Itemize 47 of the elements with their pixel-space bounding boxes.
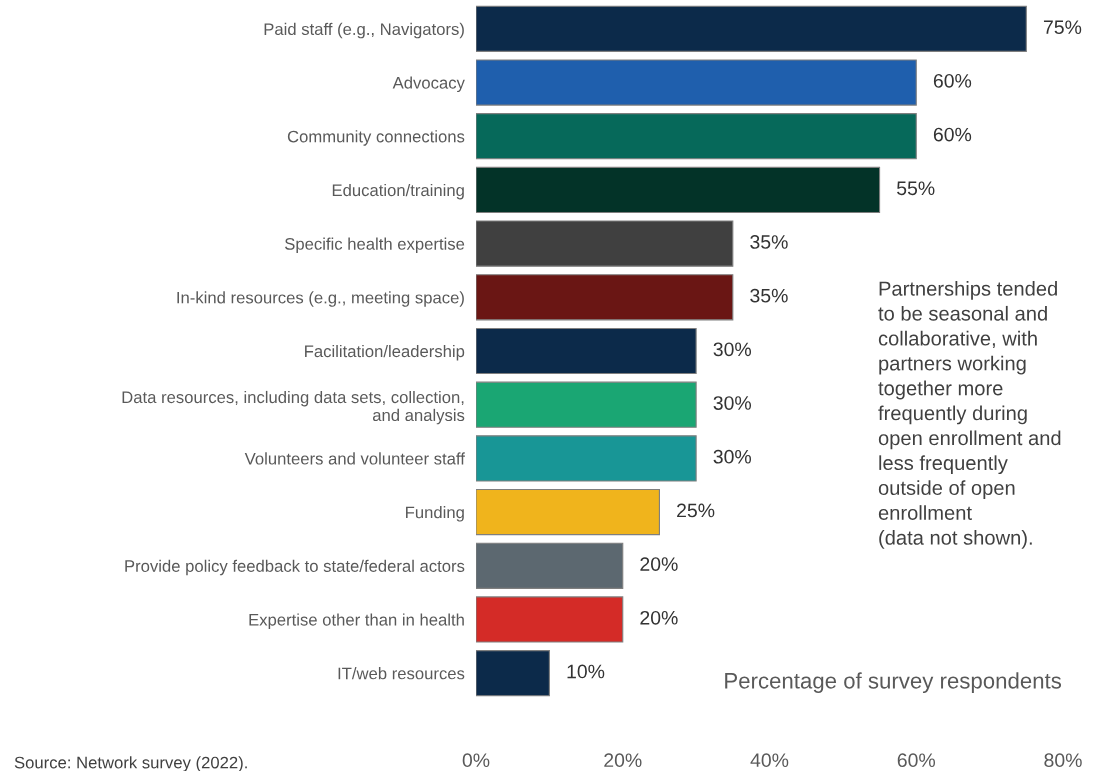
x-tick-label: 80% bbox=[1044, 753, 1082, 768]
bar bbox=[476, 5, 1027, 52]
data-label: 55% bbox=[897, 181, 935, 196]
data-label: 25% bbox=[677, 503, 715, 518]
text: Partnerships tended to be seasonal and collaborative, with partners working together more frequently during open enrollment and less frequently outside of open enrollment (data not shown). bbox=[878, 281, 1061, 549]
y-tick-label: Advocacy bbox=[392, 76, 465, 93]
y-tick-label: Specific health expertise bbox=[285, 237, 465, 254]
bar bbox=[476, 113, 917, 160]
x-tick-label: 0% bbox=[462, 753, 490, 768]
x-tick-label: 20% bbox=[604, 753, 642, 768]
y-tick-label: IT/web resources bbox=[338, 667, 465, 680]
y-tick-label: Education/training bbox=[332, 183, 464, 200]
y-tick-label: Facilitation/leadership bbox=[305, 344, 465, 361]
y-tick-label: Provide policy feedback to state/federal actors bbox=[125, 559, 465, 576]
bar bbox=[476, 274, 734, 321]
y-tick-label: Expertise other than in health bbox=[249, 613, 464, 629]
y-tick-label: In-kind resources (e.g., meeting space) bbox=[177, 291, 464, 307]
data-label: 30% bbox=[713, 342, 752, 357]
data-label: 20% bbox=[640, 557, 678, 571]
data-label: 60% bbox=[933, 127, 972, 142]
bar bbox=[476, 59, 917, 106]
y-tick-label: Paid staff (e.g., Navigators) bbox=[264, 22, 464, 39]
data-label: 30% bbox=[713, 449, 752, 464]
x-axis-title: Percentage of survey respondents bbox=[725, 672, 1062, 694]
x-tick-label: 40% bbox=[750, 753, 789, 768]
bar bbox=[476, 166, 881, 214]
bar bbox=[476, 435, 697, 482]
y-tick-label: Community connections bbox=[287, 130, 465, 146]
data-label: 10% bbox=[567, 664, 605, 679]
source-note: Source: Network survey (2022). bbox=[14, 756, 247, 771]
data-label: 60% bbox=[933, 73, 972, 88]
data-label: 35% bbox=[750, 235, 788, 249]
bar bbox=[476, 220, 734, 267]
bar bbox=[476, 650, 550, 697]
y-tick-label: Volunteers and volunteer staff bbox=[244, 452, 465, 465]
data-label: 35% bbox=[750, 288, 788, 303]
data-label: 30% bbox=[713, 396, 752, 410]
bar bbox=[476, 488, 660, 536]
bar bbox=[476, 327, 697, 375]
data-label: 20% bbox=[640, 610, 678, 625]
data-label: 75% bbox=[1043, 20, 1082, 35]
y-tick-label: Data resources, including data sets, collection, and analysis bbox=[122, 390, 465, 425]
y-tick-label: Funding bbox=[406, 506, 464, 522]
bar bbox=[476, 381, 697, 428]
bar bbox=[476, 596, 624, 643]
x-tick-label: 60% bbox=[897, 753, 936, 768]
bar bbox=[476, 542, 624, 589]
